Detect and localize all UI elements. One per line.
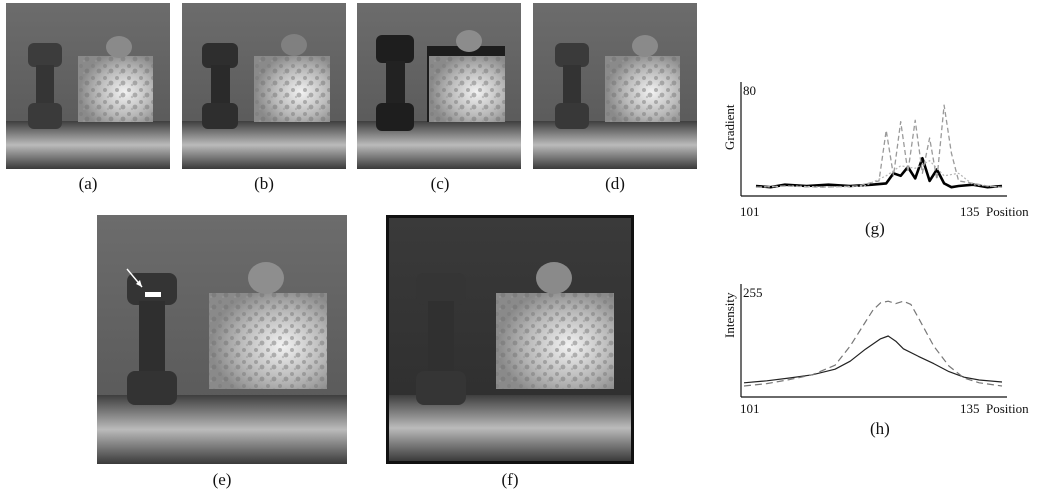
g-series-dotted-gray-line — [755, 160, 1003, 188]
caption-b: (b) — [254, 174, 274, 193]
g-series-dashed-gray-line — [755, 104, 1003, 188]
h-ylabel: Intensity — [722, 292, 737, 338]
g-xlabel: Position — [986, 204, 1029, 219]
g-ytick-label: 80 — [743, 83, 756, 98]
photo-f — [386, 215, 634, 464]
h-xtick-max: 135 — [960, 401, 980, 416]
g-xtick-max: 135 — [960, 204, 980, 219]
caption-a: (a) — [78, 174, 98, 193]
caption-c: (c) — [430, 174, 450, 193]
photo-c — [357, 3, 521, 169]
h-xtick-min: 101 — [740, 401, 760, 416]
caption-f: (f) — [501, 470, 519, 489]
caption-g: (g) — [865, 219, 885, 238]
photo-b — [182, 3, 346, 169]
g-series-solid-bold-line — [755, 156, 1003, 189]
photo-d — [533, 3, 697, 169]
h-ytick-label: 255 — [743, 285, 763, 300]
h-xlabel: Position — [986, 401, 1029, 416]
caption-h: (h) — [870, 419, 890, 438]
photo-e — [97, 215, 347, 464]
h-series-dashed-line — [743, 300, 1003, 387]
g-xtick-min: 101 — [740, 204, 760, 219]
caption-d: (d) — [605, 174, 625, 193]
g-ylabel: Gradient — [722, 104, 737, 150]
gradient-plot: Gradient 80 101 135 Position (g) — [712, 78, 1039, 240]
photo-a — [6, 3, 170, 169]
intensity-plot: Intensity 255 101 135 Position (h) — [712, 280, 1039, 440]
h-series-solid-line — [743, 335, 1003, 384]
caption-e: (e) — [212, 470, 232, 489]
